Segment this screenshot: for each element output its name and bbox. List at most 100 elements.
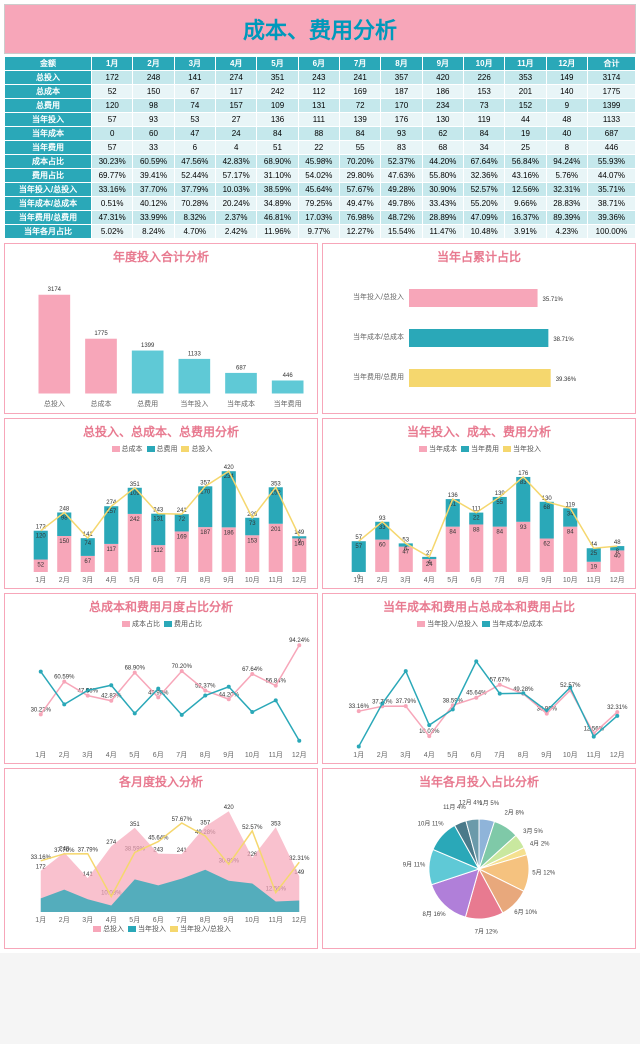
svg-text:8月: 8月 (200, 576, 211, 584)
svg-text:7月 12%: 7月 12% (475, 929, 499, 936)
col-header: 10月 (463, 57, 504, 71)
panel-total-ratio-month: 总成本和费用月度占比分析成本占比 费用占比30.23%1月60.59%2月47.… (4, 593, 318, 764)
table-row: 当年各月占比5.02%8.24%4.70%2.42%11.96%9.77%12.… (5, 225, 636, 239)
svg-text:353: 353 (271, 821, 282, 827)
table-row: 费用占比69.77%39.41%52.44%57.17%31.10%54.02%… (5, 169, 636, 183)
col-header: 6月 (298, 57, 339, 71)
col-header: 7月 (339, 57, 380, 71)
svg-text:25: 25 (590, 551, 597, 557)
panel-current-ratio-month: 当年成本和费用占总成本和费用占比当年投入/总投入 当年成本/总成本33.16%1… (322, 593, 636, 764)
svg-text:10.03%: 10.03% (419, 729, 440, 735)
panel-pie: 当年各月投入占比分析1月 5%2月 8%3月 5%4月 2%5月 12%6月 1… (322, 768, 636, 949)
table-row: 当年费用/总费用47.31%33.99%8.32%2.37%46.81%17.0… (5, 211, 636, 225)
svg-text:1月: 1月 (35, 576, 46, 584)
svg-text:88: 88 (473, 527, 480, 533)
svg-text:4月: 4月 (106, 576, 117, 584)
svg-text:60.59%: 60.59% (54, 675, 75, 681)
svg-text:1775: 1775 (94, 331, 108, 337)
svg-text:5月: 5月 (129, 751, 140, 759)
svg-text:201: 201 (271, 527, 282, 533)
table-row: 当年投入5793532713611113917613011944481133 (5, 113, 636, 127)
svg-text:12月: 12月 (292, 576, 307, 584)
svg-text:8月 16%: 8月 16% (423, 911, 447, 918)
svg-text:12月: 12月 (610, 751, 625, 759)
svg-text:84: 84 (449, 530, 456, 536)
panel-current-analysis: 当年投入、成本、费用分析当年成本 当年费用 当年投入057571月6033932… (322, 418, 636, 589)
svg-text:5月: 5月 (447, 576, 458, 584)
svg-text:84: 84 (567, 530, 574, 536)
svg-text:8月: 8月 (200, 916, 211, 924)
svg-text:94.24%: 94.24% (289, 638, 310, 644)
svg-text:9月: 9月 (223, 751, 234, 759)
svg-text:153: 153 (247, 538, 258, 544)
svg-text:62: 62 (543, 542, 550, 548)
svg-text:9月: 9月 (223, 916, 234, 924)
svg-text:当年投入: 当年投入 (180, 399, 208, 408)
table-row: 当年投入/总投入33.16%37.70%37.79%10.03%38.59%45… (5, 183, 636, 197)
col-header: 2月 (133, 57, 174, 71)
svg-text:1月 5%: 1月 5% (479, 800, 499, 807)
svg-text:3月 5%: 3月 5% (523, 828, 543, 835)
svg-text:351: 351 (130, 482, 141, 488)
svg-text:248: 248 (59, 506, 70, 512)
col-header: 9月 (422, 57, 463, 71)
col-header: 1月 (92, 57, 133, 71)
svg-text:8月: 8月 (518, 576, 529, 584)
svg-text:4月: 4月 (106, 916, 117, 924)
svg-text:3174: 3174 (48, 287, 62, 293)
svg-text:19: 19 (590, 565, 597, 571)
col-header: 4月 (216, 57, 257, 71)
svg-text:187: 187 (200, 530, 211, 536)
svg-text:32.31%: 32.31% (607, 705, 628, 711)
svg-text:3月: 3月 (82, 916, 93, 924)
panel-current-ratio: 当年占累计占比当年投入/总投入35.71%当年成本/总成本38.71%当年费用/… (322, 243, 636, 414)
col-header: 12月 (546, 57, 587, 71)
svg-text:5月 12%: 5月 12% (532, 870, 556, 877)
svg-text:48: 48 (614, 540, 621, 546)
svg-text:37.79%: 37.79% (396, 699, 417, 705)
svg-text:4月: 4月 (424, 576, 435, 584)
svg-text:67.64%: 67.64% (242, 667, 263, 673)
svg-text:68: 68 (543, 505, 550, 511)
svg-text:4月: 4月 (106, 751, 117, 759)
svg-text:当年费用: 当年费用 (274, 399, 302, 408)
table-row: 总费用1209874157109131721702347315291399 (5, 99, 636, 113)
svg-text:7月: 7月 (176, 576, 187, 584)
svg-text:120: 120 (36, 534, 47, 540)
svg-text:150: 150 (59, 539, 70, 545)
svg-text:1月: 1月 (353, 576, 364, 584)
svg-text:67: 67 (84, 559, 91, 565)
svg-text:7月: 7月 (494, 751, 505, 759)
svg-text:1月: 1月 (35, 751, 46, 759)
col-header: 8月 (381, 57, 422, 71)
svg-text:68.90%: 68.90% (125, 666, 146, 672)
svg-text:446: 446 (283, 373, 294, 379)
svg-text:总成本: 总成本 (91, 399, 112, 408)
svg-text:84: 84 (496, 530, 503, 536)
svg-text:4月 2%: 4月 2% (530, 841, 550, 848)
svg-text:9月: 9月 (541, 751, 552, 759)
svg-text:117: 117 (106, 547, 116, 553)
svg-text:7月: 7月 (176, 751, 187, 759)
svg-text:12月: 12月 (292, 916, 307, 924)
col-header: 3月 (174, 57, 215, 71)
svg-text:12月 4%: 12月 4% (459, 800, 483, 807)
svg-text:32.31%: 32.31% (289, 856, 310, 862)
svg-text:35.71%: 35.71% (543, 297, 564, 303)
table-row: 总投入1722481412743512432413574202263531493… (5, 71, 636, 85)
page-title: 成本、费用分析 (4, 4, 636, 54)
svg-text:1133: 1133 (188, 351, 202, 357)
svg-text:74: 74 (84, 541, 91, 547)
svg-text:55: 55 (496, 500, 503, 506)
svg-text:176: 176 (518, 471, 529, 477)
panel-monthly-invest: 各月度投入分析17233.16%1月24837.70%2月14137.79%3月… (4, 768, 318, 949)
svg-text:5月: 5月 (129, 576, 140, 584)
svg-text:93: 93 (520, 525, 527, 531)
svg-text:6月: 6月 (471, 751, 482, 759)
svg-text:6月: 6月 (153, 576, 164, 584)
svg-text:7月: 7月 (494, 576, 505, 584)
col-header: 11月 (505, 57, 546, 71)
svg-text:1399: 1399 (141, 343, 155, 349)
svg-text:49.28%: 49.28% (513, 687, 534, 693)
svg-text:12月: 12月 (292, 751, 307, 759)
